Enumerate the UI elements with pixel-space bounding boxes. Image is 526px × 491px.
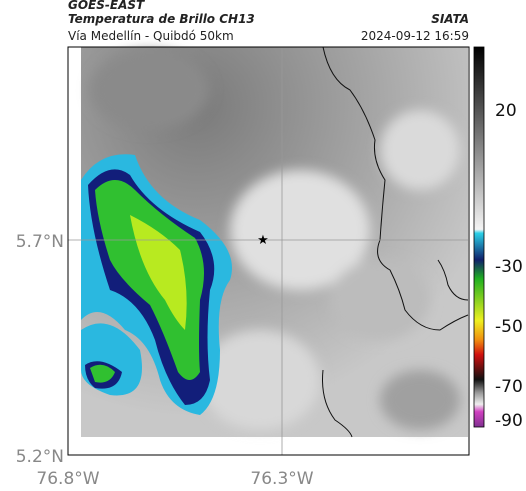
lon-label: 76.3°W <box>250 469 313 489</box>
timestamp: 2024-09-12 16:59 <box>361 29 469 43</box>
axis-labels: 5.7°N 5.2°N 76.8°W 76.3°W <box>16 232 314 489</box>
colorbar-scale <box>473 46 485 428</box>
colorbar-tick: -30 <box>495 257 523 277</box>
frame <box>67 46 470 456</box>
source: GOES-EAST <box>68 0 145 12</box>
lat-label: 5.7°N <box>16 232 64 252</box>
cloud-yellow <box>130 215 187 330</box>
location-marker: ★ <box>257 233 269 248</box>
header: GOES-EAST Temperatura de Brillo CH13 SIA… <box>68 0 469 43</box>
colorbar-tick: -90 <box>495 411 523 431</box>
lon-label: 76.8°W <box>36 469 99 489</box>
organization: SIATA <box>431 12 469 26</box>
colorbar-tick: -70 <box>495 377 523 397</box>
map: ★ <box>67 46 470 456</box>
lat-label: 5.2°N <box>16 447 64 467</box>
title: Temperatura de Brillo CH13 <box>68 12 255 26</box>
colorbar-tick: -50 <box>495 317 523 337</box>
colorbar: 20 -30 -50 -70 -90 <box>473 46 523 431</box>
cloud-texture <box>90 50 460 430</box>
colorbar-tick: 20 <box>495 101 517 121</box>
cloud-green <box>90 180 204 383</box>
route: Vía Medellín - Quibdó 50km <box>68 29 234 43</box>
